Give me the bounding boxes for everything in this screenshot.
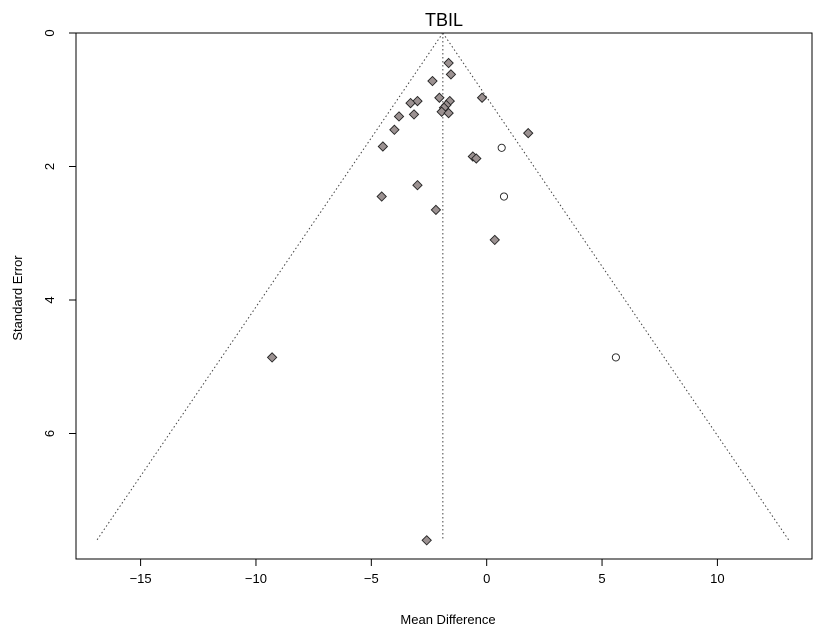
y-tick-label: 0	[42, 29, 57, 36]
study-point	[266, 352, 278, 363]
data-points	[266, 57, 620, 546]
study-point	[443, 57, 454, 69]
study-point	[445, 69, 457, 80]
x-tick-label: −10	[245, 571, 267, 586]
imputed-study-point	[611, 353, 620, 362]
y-axis-label: Standard Error	[10, 255, 25, 341]
y-tick-label: 2	[42, 163, 57, 170]
study-point	[408, 109, 420, 120]
x-tick-label: −5	[364, 571, 379, 586]
axes: −15 −10 −5 0 5 10 0 2 4 6	[42, 29, 725, 586]
funnel-right-limit	[442, 32, 790, 541]
imputed-study-point	[499, 192, 509, 201]
x-tick-label: 0	[483, 571, 490, 586]
study-point	[376, 191, 387, 202]
study-point	[476, 92, 488, 103]
x-tick-label: 10	[710, 571, 724, 586]
study-point	[522, 127, 534, 139]
funnel-lines	[96, 32, 790, 541]
imputed-study-point	[497, 143, 506, 152]
study-point	[489, 234, 500, 246]
chart-title: TBIL	[425, 10, 463, 30]
study-point	[427, 75, 438, 87]
study-point	[430, 204, 442, 216]
plot-frame	[75, 32, 813, 560]
study-point	[405, 97, 416, 109]
y-tick-label: 6	[42, 430, 57, 437]
study-point	[421, 535, 432, 546]
x-tick-label: 5	[598, 571, 605, 586]
study-point	[377, 141, 389, 152]
study-point	[434, 92, 445, 103]
study-point	[393, 111, 405, 122]
study-point	[471, 153, 482, 164]
funnel-left-limit	[96, 32, 444, 541]
x-axis-label: Mean Difference	[400, 612, 495, 627]
study-point	[436, 106, 447, 118]
x-tick-label: −15	[130, 571, 152, 586]
study-point	[443, 107, 454, 119]
study-point	[389, 124, 400, 136]
y-tick-label: 4	[42, 296, 57, 303]
study-point	[412, 179, 423, 191]
